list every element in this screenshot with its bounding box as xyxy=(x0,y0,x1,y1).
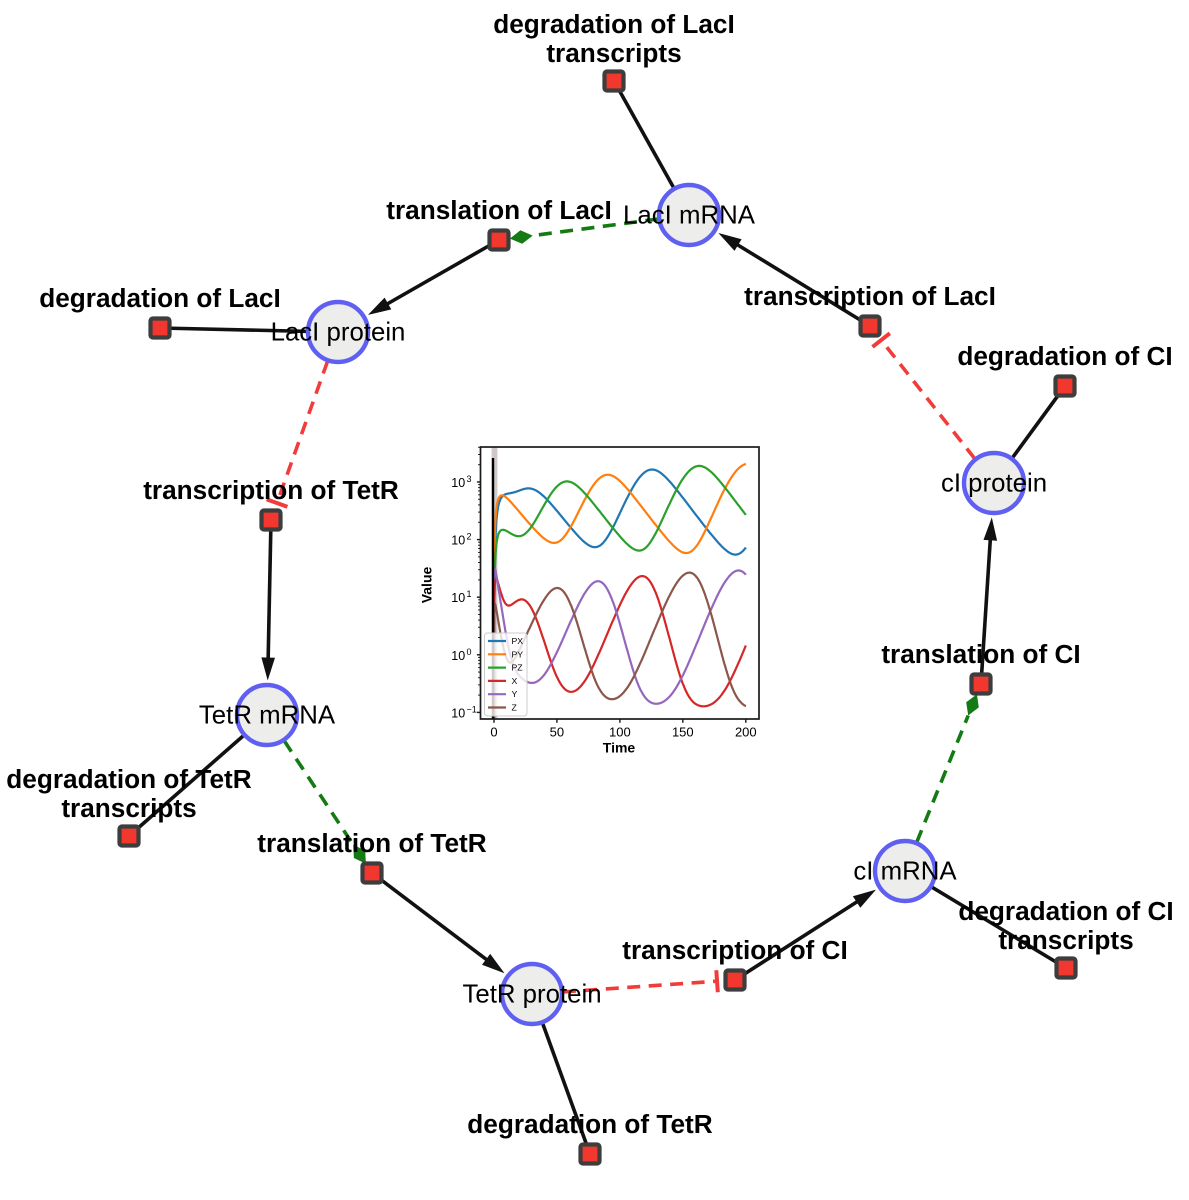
svg-text:10: 10 xyxy=(451,649,465,663)
svg-text:Time: Time xyxy=(603,740,636,756)
svg-text:transcripts: transcripts xyxy=(998,925,1133,955)
svg-text:Z: Z xyxy=(512,703,518,713)
svg-text:150: 150 xyxy=(672,725,694,740)
svg-text:Y: Y xyxy=(512,689,518,699)
svg-text:100: 100 xyxy=(609,725,631,740)
svg-text:degradation of CI: degradation of CI xyxy=(957,341,1172,371)
svg-text:transcription of LacI: transcription of LacI xyxy=(744,281,996,311)
svg-text:translation of CI: translation of CI xyxy=(881,639,1080,669)
svg-text:translation of TetR: translation of TetR xyxy=(257,828,486,858)
svg-text:Value: Value xyxy=(419,567,435,604)
svg-text:3: 3 xyxy=(467,474,472,484)
svg-text:TetR protein: TetR protein xyxy=(462,981,601,1009)
svg-text:2: 2 xyxy=(467,532,472,542)
svg-text:cI mRNA: cI mRNA xyxy=(853,858,957,886)
svg-text:200: 200 xyxy=(735,725,757,740)
svg-text:0: 0 xyxy=(467,647,472,657)
svg-text:PZ: PZ xyxy=(512,663,524,673)
svg-text:0: 0 xyxy=(490,725,497,740)
svg-text:transcripts: transcripts xyxy=(546,38,681,68)
svg-text:LacI protein: LacI protein xyxy=(271,319,406,347)
svg-text:1: 1 xyxy=(467,589,472,599)
svg-text:degradation of TetR: degradation of TetR xyxy=(6,764,251,794)
svg-text:X: X xyxy=(512,676,518,686)
svg-text:50: 50 xyxy=(550,725,564,740)
svg-text:10: 10 xyxy=(451,534,465,548)
svg-text:LacI mRNA: LacI mRNA xyxy=(623,202,756,230)
svg-text:−1: −1 xyxy=(467,704,477,714)
svg-text:transcription of CI: transcription of CI xyxy=(622,935,848,965)
svg-text:10: 10 xyxy=(451,476,465,490)
svg-text:PY: PY xyxy=(512,649,524,659)
svg-text:PX: PX xyxy=(512,636,524,646)
svg-text:degradation of LacI: degradation of LacI xyxy=(493,9,735,39)
svg-text:10: 10 xyxy=(451,706,465,720)
svg-text:degradation of CI: degradation of CI xyxy=(958,896,1173,926)
svg-text:transcripts: transcripts xyxy=(61,793,196,823)
svg-text:translation of LacI: translation of LacI xyxy=(386,195,612,225)
svg-text:10: 10 xyxy=(451,591,465,605)
svg-text:degradation of TetR: degradation of TetR xyxy=(467,1109,712,1139)
svg-text:cI protein: cI protein xyxy=(941,470,1047,498)
svg-text:transcription of TetR: transcription of TetR xyxy=(143,475,399,505)
svg-text:TetR mRNA: TetR mRNA xyxy=(199,702,336,730)
svg-text:degradation of LacI: degradation of LacI xyxy=(39,283,281,313)
